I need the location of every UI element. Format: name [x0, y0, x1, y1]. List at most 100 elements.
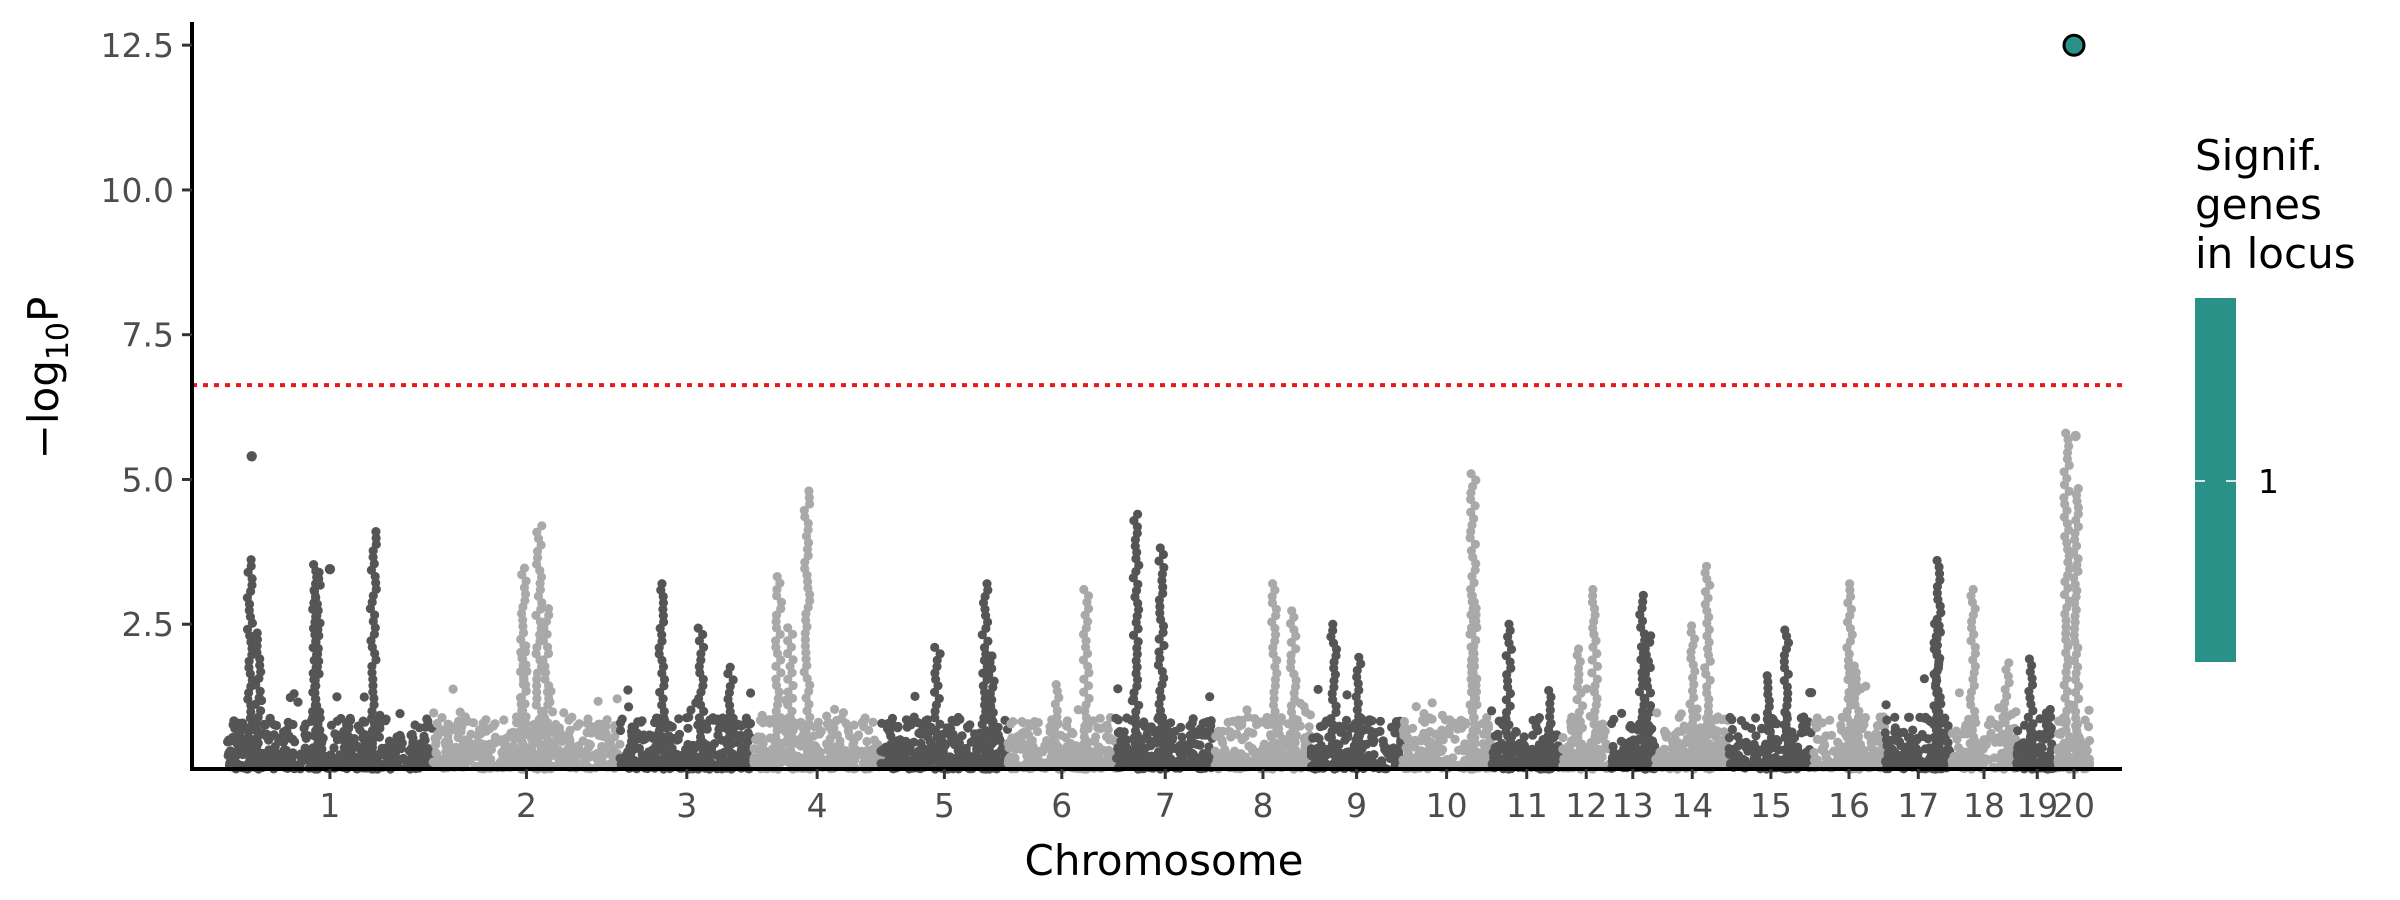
snp-point: [710, 715, 721, 725]
snp-point: [246, 736, 256, 746]
snp-point: [1356, 727, 1366, 737]
snp-point: [758, 746, 768, 756]
snp-point: [290, 737, 300, 747]
snp-point: [594, 750, 604, 761]
snp-point: [1128, 630, 1139, 640]
snp-point: [1611, 756, 1621, 766]
snp-point: [992, 749, 1002, 759]
snp-point: [410, 720, 420, 730]
snp-point: [1431, 751, 1441, 761]
snp-point: [1461, 718, 1471, 728]
snp-point: [419, 731, 429, 741]
snp-point: [381, 714, 391, 724]
snp-point: [909, 712, 919, 722]
snp-point: [1470, 539, 1480, 549]
snp-point: [953, 746, 963, 756]
snp-point: [1342, 747, 1352, 758]
snp-point: [803, 525, 813, 535]
snp-point: [428, 757, 438, 767]
snp-point: [1427, 742, 1437, 752]
snp-point: [1063, 751, 1073, 761]
snp-point: [1835, 756, 1845, 766]
snp-point: [1130, 541, 1140, 551]
snp-point: [849, 755, 860, 765]
snp-point: [1954, 688, 1964, 698]
snp-point: [1269, 694, 1279, 704]
snp-point: [765, 733, 775, 743]
snp-point: [1262, 720, 1272, 730]
snp-point: [1134, 700, 1144, 710]
snp-point: [1667, 753, 1677, 763]
snp-point: [392, 740, 402, 750]
snp-point: [1858, 745, 1868, 755]
snp-point: [983, 745, 993, 755]
snp-point: [602, 749, 613, 759]
snp-point: [460, 750, 470, 760]
snp-point: [779, 718, 790, 728]
snp-point: [1460, 739, 1470, 749]
snp-point: [1365, 715, 1375, 725]
snp-point: [594, 729, 604, 740]
snp-point: [800, 635, 811, 645]
snp-point: [1686, 627, 1696, 638]
snp-point: [369, 700, 379, 710]
snp-point: [736, 730, 746, 741]
snp-point: [791, 720, 801, 730]
snp-point: [802, 721, 812, 731]
snp-point: [1648, 745, 1658, 756]
snp-point: [1295, 721, 1305, 731]
snp-point: [1643, 720, 1653, 730]
snp-point: [239, 745, 249, 755]
snp-point: [309, 560, 319, 570]
snp-point: [584, 739, 594, 749]
snp-point: [1083, 724, 1093, 734]
snp-point: [343, 717, 354, 727]
snp-point: [922, 715, 933, 725]
snp-point: [629, 738, 639, 749]
snp-point: [1122, 744, 1133, 754]
snp-point: [1068, 729, 1078, 739]
snp-point: [1354, 685, 1364, 695]
snp-point: [353, 721, 363, 731]
snp-point: [303, 731, 313, 741]
snp-point: [1908, 725, 1918, 735]
snp-point: [664, 720, 675, 730]
snp-point: [432, 718, 442, 729]
snp-point: [1046, 752, 1056, 762]
snp-point: [371, 533, 381, 543]
snp-point: [1135, 745, 1145, 756]
snp-point: [1336, 727, 1346, 738]
snp-point: [1780, 625, 1790, 635]
snp-point: [1619, 753, 1630, 763]
snp-point: [1242, 705, 1252, 715]
snp-point: [296, 749, 306, 759]
snp-point: [1567, 712, 1577, 722]
snp-point: [1940, 713, 1950, 723]
snp-point: [1840, 712, 1850, 723]
snp-point: [415, 759, 425, 769]
snp-point: [1766, 717, 1776, 727]
snp-point: [1725, 712, 1735, 723]
snp-point: [953, 712, 963, 723]
snp-point: [1419, 728, 1429, 738]
snp-point: [932, 662, 942, 672]
snp-point: [1740, 758, 1750, 768]
snp-point: [801, 654, 811, 664]
snp-point: [1588, 757, 1598, 767]
snp-point: [368, 681, 378, 691]
snp-point: [252, 634, 262, 645]
snp-point: [284, 755, 294, 766]
snp-point: [1079, 732, 1089, 742]
snp-point: [1452, 724, 1463, 734]
snp-point: [1466, 507, 1476, 517]
snp-point: [1787, 727, 1797, 737]
snp-point: [1061, 733, 1071, 743]
snp-point: [1796, 752, 1806, 763]
snp-point: [822, 711, 832, 721]
snp-point: [764, 715, 774, 725]
snp-point: [884, 757, 894, 767]
snp-point: [1744, 740, 1754, 750]
snp-point: [1798, 713, 1808, 723]
snp-point: [894, 748, 904, 758]
snp-point: [1113, 684, 1123, 694]
